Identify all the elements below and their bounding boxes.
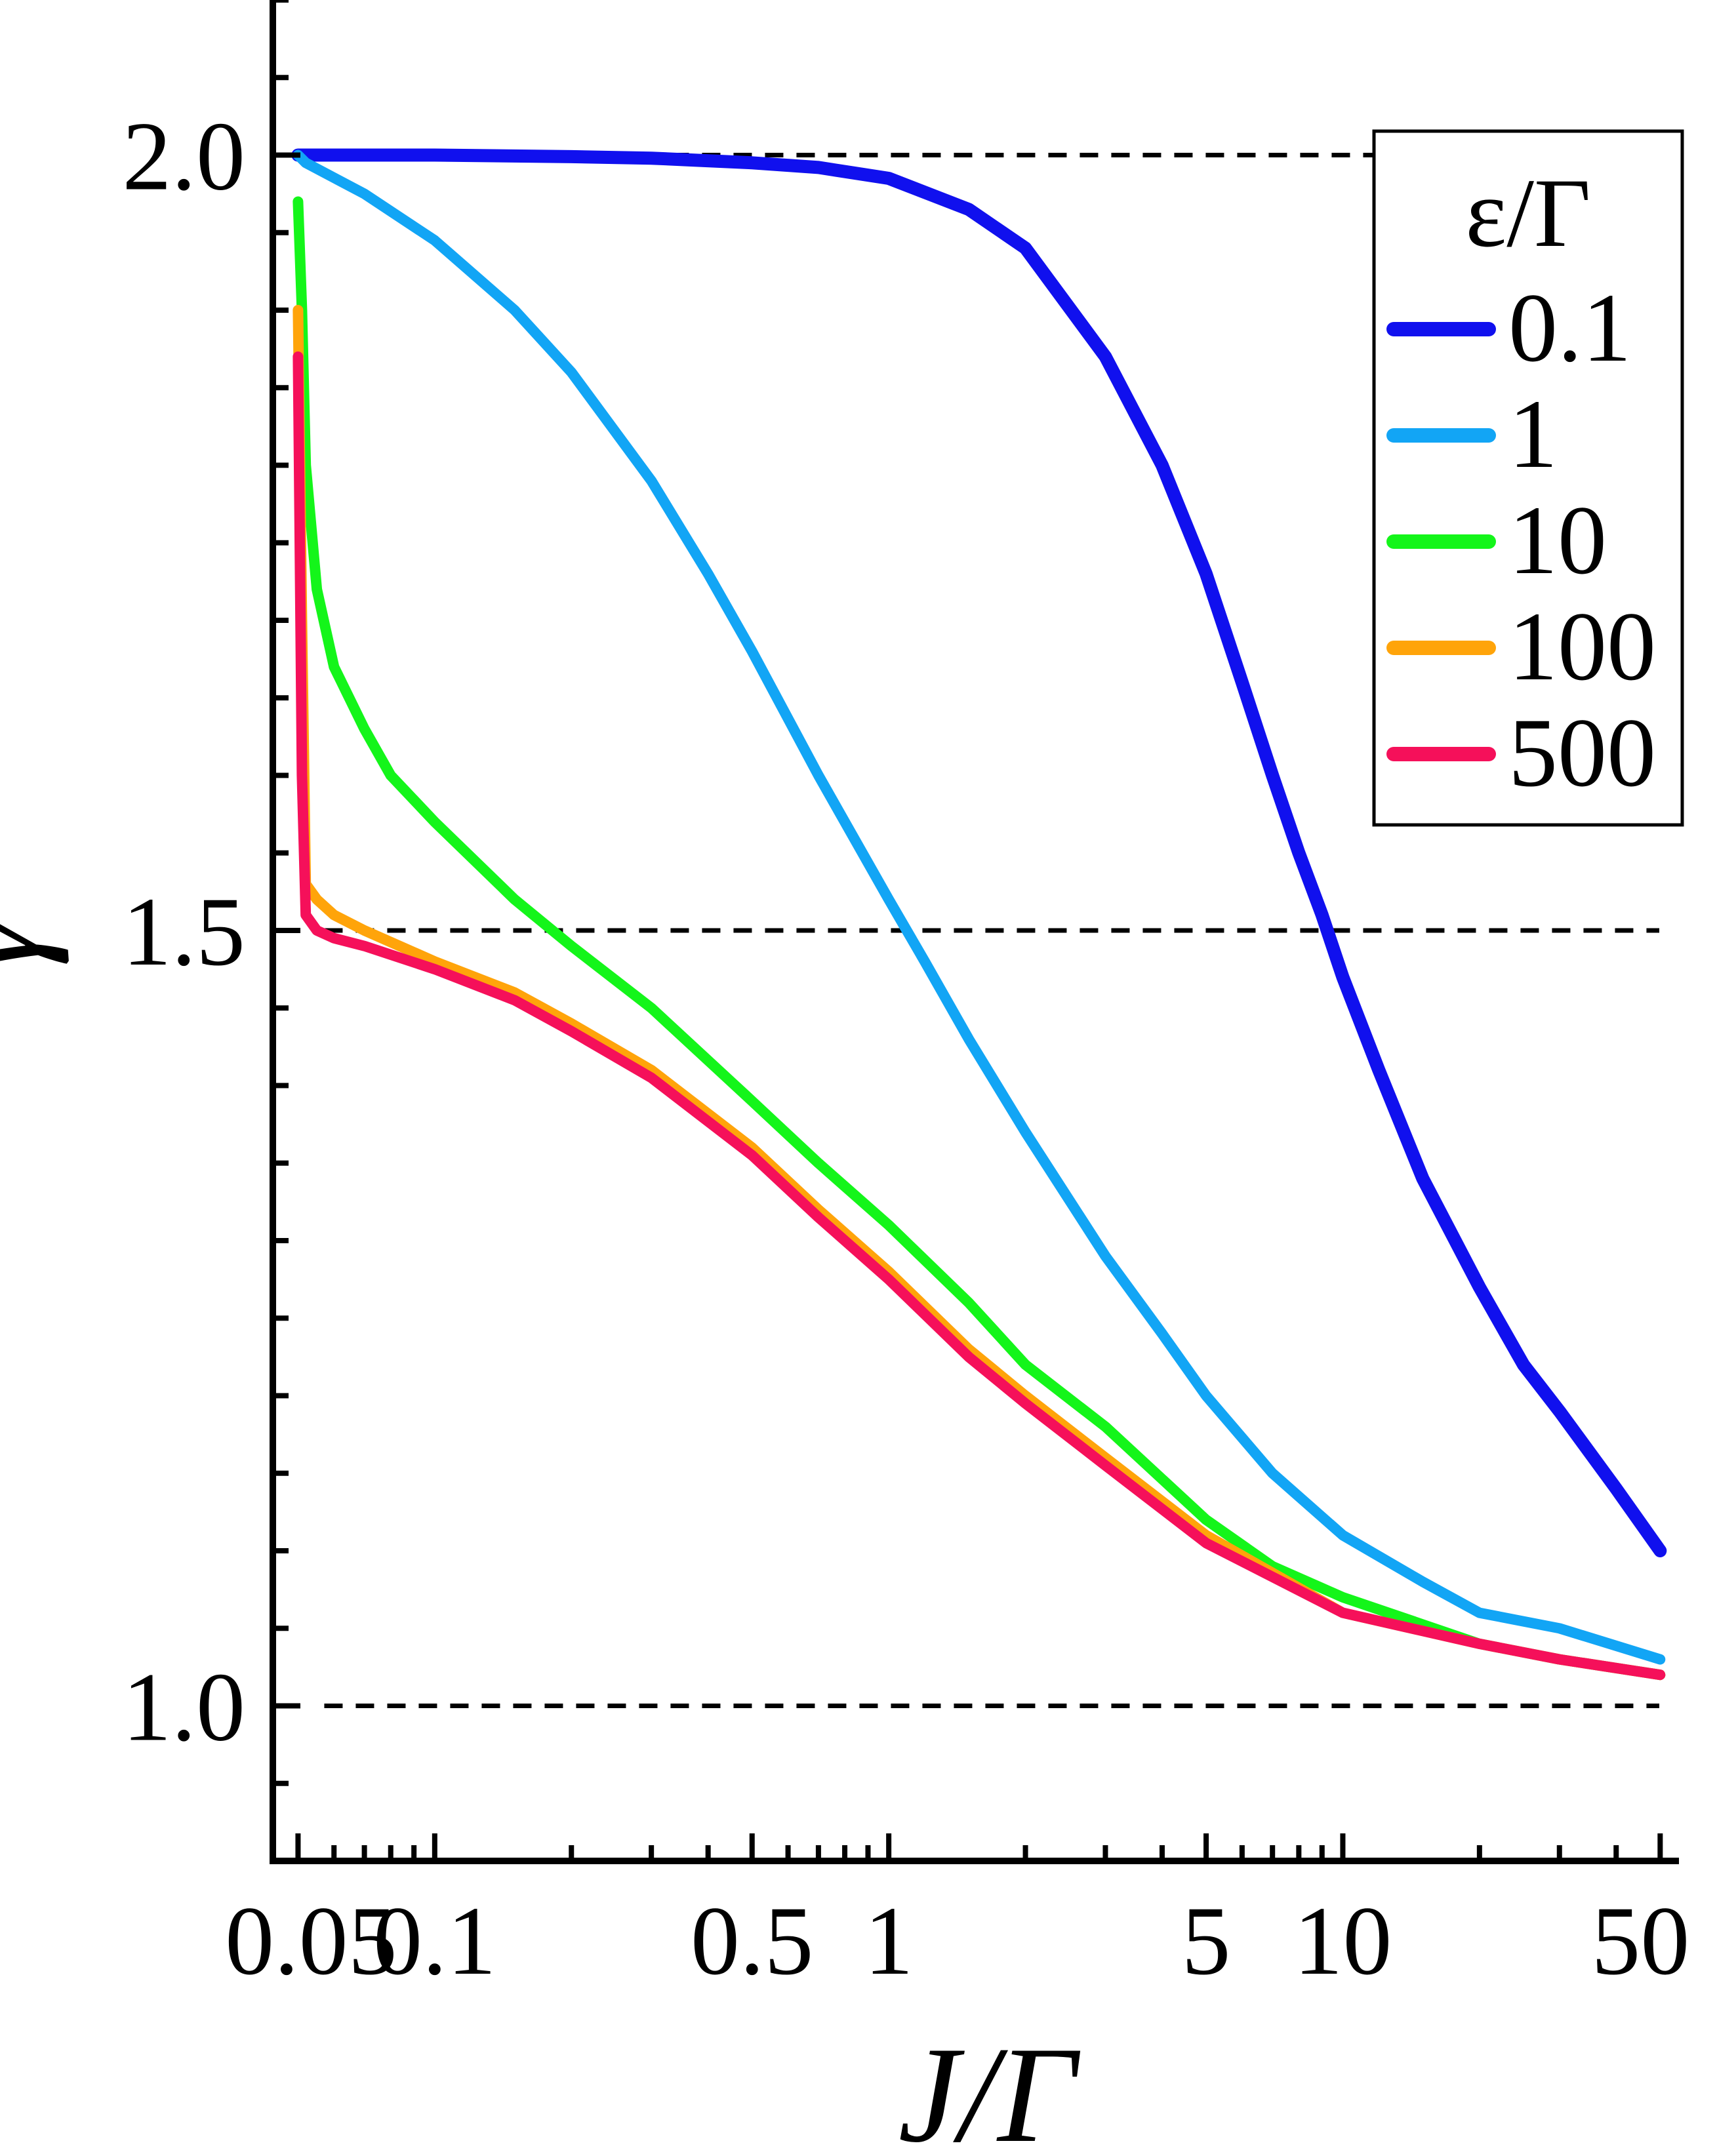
legend-label-10: 10 [1508, 486, 1607, 595]
x-tick-label: 0.05 [225, 1886, 397, 1995]
x-tick-label: 10 [1293, 1886, 1392, 1995]
x-axis-label: J/Γ [898, 2019, 1081, 2156]
y-tick-label: 2.0 [123, 102, 246, 211]
legend-title: ε/Γ [1465, 159, 1590, 268]
x-tick-label: 0.5 [691, 1886, 814, 1995]
legend-label-100: 100 [1508, 592, 1656, 701]
y-tick-label: 1.0 [123, 1653, 246, 1762]
tick-labels: 1.01.52.00.050.1 0.5 1 5 10 50 [123, 102, 1690, 1996]
x-tick-label: 1 [864, 1886, 914, 1995]
y-tick-label: 1.5 [123, 877, 246, 986]
legend-label-0-1: 0.1 [1508, 273, 1632, 382]
legend-label-1: 1 [1508, 380, 1558, 489]
series-line-10 [293, 196, 1666, 1681]
series-line-0-1 [291, 148, 1667, 1557]
legend-label-500: 500 [1508, 698, 1656, 807]
series-layer [291, 148, 1667, 1681]
legend-box [1372, 129, 1684, 827]
x-tick-label: 50 [1591, 1886, 1689, 1995]
x-tick-label: 0.1 [373, 1886, 496, 1995]
series-line-1 [293, 150, 1666, 1665]
y-axis-label: γ [0, 912, 70, 972]
x-tick-label: 5 [1182, 1886, 1231, 1995]
ticks [273, 0, 1663, 1864]
series-line-500 [293, 351, 1666, 1681]
